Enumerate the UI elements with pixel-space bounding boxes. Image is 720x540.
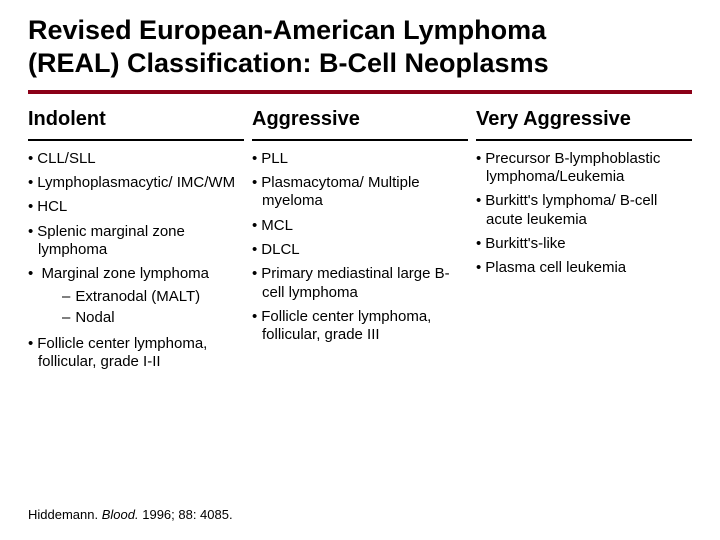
list-item: Primary mediastinal large B-cell lymphom…: [252, 262, 468, 305]
list-item: Plasma cell leukemia: [476, 256, 692, 280]
sub-list-item: Nodal: [62, 307, 244, 329]
title-line-1: Revised European-American Lymphoma: [28, 15, 546, 45]
list-item-label: Marginal zone lymphoma: [41, 265, 209, 282]
list-item: Splenic marginal zone lymphoma: [28, 220, 244, 263]
list-item: HCL: [28, 195, 244, 219]
column-list: Precursor B-lymphoblastic lymphoma/Leuke…: [476, 147, 692, 281]
sub-list-item: Extranodal (MALT): [62, 286, 244, 308]
list-item: Precursor B-lymphoblastic lymphoma/Leuke…: [476, 147, 692, 190]
column-list: PLL Plasmacytoma/ Multiple myeloma MCL D…: [252, 147, 468, 348]
column-header: Indolent: [28, 108, 244, 141]
column-aggressive: Aggressive PLL Plasmacytoma/ Multiple my…: [252, 108, 468, 375]
list-item: Burkitt's-like: [476, 232, 692, 256]
list-item: Marginal zone lymphoma Extranodal (MALT)…: [28, 262, 244, 332]
column-very-aggressive: Very Aggressive Precursor B-lymphoblasti…: [476, 108, 692, 375]
citation-author: Hiddemann.: [28, 507, 98, 522]
column-indolent: Indolent CLL/SLL Lymphoplasmacytic/ IMC/…: [28, 108, 244, 375]
list-item: MCL: [252, 214, 468, 238]
list-item: CLL/SLL: [28, 147, 244, 171]
title-line-2: (REAL) Classification: B-Cell Neoplasms: [28, 48, 549, 78]
column-header: Aggressive: [252, 108, 468, 141]
citation-details: 1996; 88: 4085.: [142, 507, 232, 522]
column-header: Very Aggressive: [476, 108, 692, 141]
list-item: Follicle center lymphoma, follicular, gr…: [28, 332, 244, 375]
list-item: Lymphoplasmacytic/ IMC/WM: [28, 171, 244, 195]
sub-list: Extranodal (MALT) Nodal: [38, 286, 244, 330]
list-item: Burkitt's lymphoma/ B-cell acute leukemi…: [476, 189, 692, 232]
list-item: DLCL: [252, 238, 468, 262]
list-item: Plasmacytoma/ Multiple myeloma: [252, 171, 468, 214]
list-item: Follicle center lymphoma, follicular, gr…: [252, 305, 468, 348]
citation: Hiddemann. Blood. 1996; 88: 4085.: [28, 507, 233, 522]
slide: Revised European-American Lymphoma (REAL…: [0, 0, 720, 540]
citation-journal: Blood.: [102, 507, 139, 522]
content-columns: Indolent CLL/SLL Lymphoplasmacytic/ IMC/…: [28, 108, 692, 375]
list-item: PLL: [252, 147, 468, 171]
column-list: CLL/SLL Lymphoplasmacytic/ IMC/WM HCL Sp…: [28, 147, 244, 375]
slide-title: Revised European-American Lymphoma (REAL…: [28, 14, 692, 94]
